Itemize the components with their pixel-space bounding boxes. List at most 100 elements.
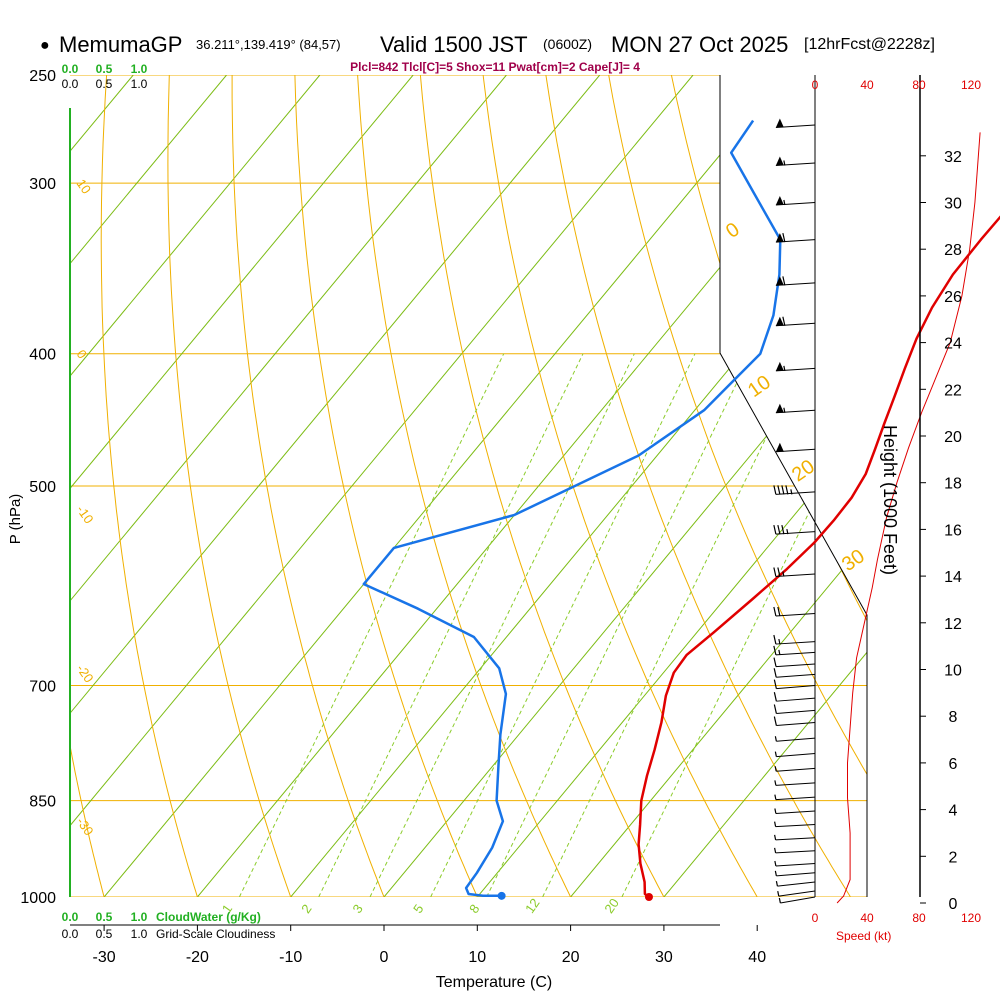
mixing-ratio-label-8: 8 [466,901,482,916]
cloudiness-top-tick-1: 0.5 [96,77,113,91]
wind-barb-staff [775,613,816,617]
wind-barb-staff [775,837,816,841]
isotherm--30 [103,75,787,897]
wind-barb-staff [777,881,816,887]
temp-tick--20: -20 [186,949,209,966]
wind-barb [774,847,816,854]
mixing-ratio-label-20: 20 [601,896,622,916]
wind-barb-half [790,489,793,495]
pressure-tick-850: 850 [29,794,56,811]
wind-barb [775,403,816,414]
valid-time: Valid 1500 JST [380,32,528,57]
wind-barb-staff [780,896,816,904]
plot-right-boundary [719,75,868,897]
wind-barb-staff [775,862,816,867]
height-tick-2: 2 [949,849,958,866]
wind-barb-staff [775,810,816,815]
surface-dewpoint-dot [497,891,506,900]
wind-barb-flag [775,276,784,286]
wind-barb-half [774,736,777,742]
wind-barb-feather [773,524,777,535]
adiabat--40 [0,75,11,897]
wind-barb-staff [778,890,816,897]
height-tick-6: 6 [949,756,958,773]
adiabat-40 [482,75,758,897]
adiabat-20 [357,75,572,897]
wind-barb [773,524,816,535]
surface-temperature-dot [644,893,653,901]
wind-barb [775,196,816,206]
wind-speed-profile [836,132,981,904]
wind-barb-half [778,649,781,656]
wind-barb-staff [776,752,816,758]
wind-barb-half [774,870,777,877]
mixing-ratio-5 [430,353,696,897]
wind-barb-half [774,794,777,800]
wind-barb-half [774,766,777,772]
temp-tick-20: 20 [562,949,580,966]
wind-barb-flag [775,196,784,206]
wind-barb-staff [775,573,816,577]
height-tick-12: 12 [944,616,962,633]
wind-barb [774,834,816,841]
wind-barb [774,870,816,877]
isotherm--80 [70,75,321,897]
wind-barb-staff [776,709,816,714]
wind-barb-staff [775,531,816,535]
wind-barb-half [774,860,777,867]
wind-barb-staff [776,737,816,742]
height-tick-24: 24 [944,336,962,353]
wind-barb-half [782,571,785,577]
isotherm--90 [70,75,227,897]
wind-barb [775,316,816,327]
mixing-ratio-lines [238,353,867,897]
wind-barb-half [778,897,781,904]
wind-barb [778,896,816,904]
adiabat--20 [100,75,198,897]
wind-barb-staff [776,673,816,678]
cloudiness-top-tick-0: 0.0 [62,77,79,91]
isotherm--40 [70,75,694,897]
wind-barb-half [774,751,777,757]
height-tick-10: 10 [944,663,962,680]
temperature-line [637,215,1000,899]
adiabat--10 [167,75,292,897]
wind-barb-feather [785,485,789,495]
wind-barb-flag [775,403,784,413]
cloud-bottom-tick-0: 0.0 [62,910,79,924]
wind-barb [774,860,816,867]
height-tick-32: 32 [944,149,962,166]
temp-tick-0: 0 [380,949,389,966]
wind-barb-feather [782,276,786,286]
wind-barb-feather [773,657,777,667]
cloudiness-label: Grid-Scale Cloudiness [156,927,275,941]
wind-barb-feather [781,485,785,495]
wind-barb [774,794,816,801]
temp-tick--10: -10 [279,949,302,966]
wind-barb [773,679,816,690]
cloud-bottom-tick-2: 1.0 [131,910,148,924]
cloud-bottom-tick-1: 0.5 [96,910,113,924]
mixing-ratio-3 [369,353,635,897]
wind-barb [773,716,816,727]
pressure-tick-700: 700 [29,679,56,696]
temp-tick-30: 30 [655,949,673,966]
wind-barb-feather [773,567,777,577]
wind-barb-feather [773,692,777,702]
wind-barb-flag [775,233,784,243]
temp-tick--30: -30 [93,949,116,966]
speed-bottom-tick-0: 0 [812,911,819,925]
temp-tick-40: 40 [748,949,766,966]
wind-barb [773,692,816,702]
temperature-axis: -30 -20 -10 0 10 20 30 40 [93,925,766,966]
stability-indices: Plcl=842 Tlcl[C]=5 Shox=11 Pwat[cm]=2 Ca… [350,60,640,74]
mixing-ratio-8 [486,353,752,897]
wind-barb-half [786,529,789,535]
wind-barb [774,780,816,786]
cloudiness-bottom-tick-0: 0.0 [62,927,79,941]
wind-barb-flag [775,442,784,452]
adiabat-60 [608,75,867,897]
speed-axis-label: Speed (kt) [836,929,891,943]
pressure-tick-1000: 1000 [20,890,56,907]
